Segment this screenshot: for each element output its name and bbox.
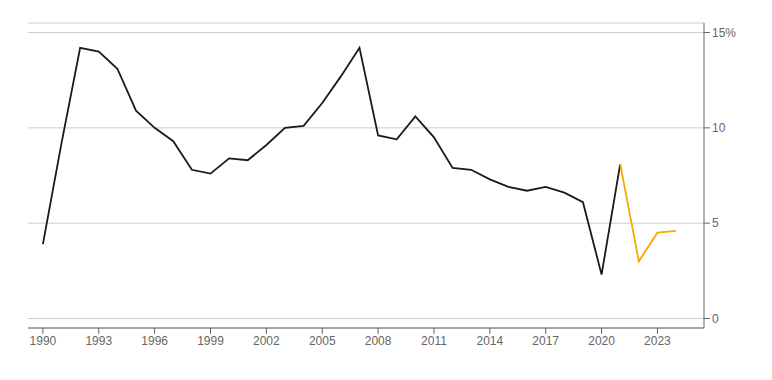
svg-text:1993: 1993 <box>85 334 112 348</box>
svg-text:2020: 2020 <box>588 334 615 348</box>
svg-text:2008: 2008 <box>365 334 392 348</box>
svg-text:1990: 1990 <box>30 334 57 348</box>
svg-text:2002: 2002 <box>253 334 280 348</box>
svg-text:5: 5 <box>712 216 719 230</box>
svg-text:0: 0 <box>712 312 719 326</box>
svg-text:10: 10 <box>712 121 726 135</box>
svg-text:1996: 1996 <box>141 334 168 348</box>
svg-text:2014: 2014 <box>476 334 503 348</box>
svg-text:2017: 2017 <box>532 334 559 348</box>
svg-text:2011: 2011 <box>421 334 447 348</box>
svg-text:2005: 2005 <box>309 334 336 348</box>
svg-text:15%: 15% <box>712 26 736 40</box>
svg-text:2023: 2023 <box>644 334 671 348</box>
svg-text:1999: 1999 <box>197 334 224 348</box>
